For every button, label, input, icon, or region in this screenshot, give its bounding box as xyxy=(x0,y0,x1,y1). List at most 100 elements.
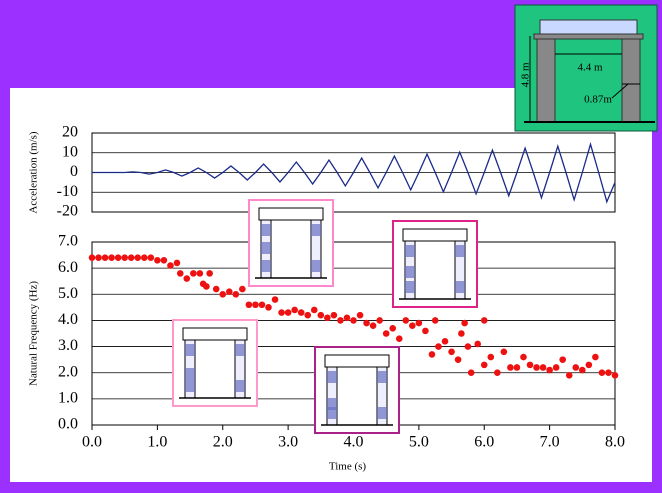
point xyxy=(572,364,579,371)
inset-stress xyxy=(311,224,321,236)
y-tick-label: 4.0 xyxy=(58,311,78,328)
y-axis-label: Acceleration (m/s) xyxy=(28,131,40,213)
point xyxy=(383,330,390,337)
point xyxy=(226,288,233,295)
point xyxy=(246,301,253,308)
point xyxy=(259,301,266,308)
point xyxy=(197,270,204,277)
y-axis-label: Natural Frequency (Hz) xyxy=(28,281,40,386)
point xyxy=(324,315,331,322)
point xyxy=(553,364,560,371)
point xyxy=(432,317,439,324)
point xyxy=(465,343,472,350)
point xyxy=(203,283,210,290)
point xyxy=(291,307,298,314)
point xyxy=(494,369,501,376)
point xyxy=(461,320,468,327)
inset-stress xyxy=(455,245,465,257)
y-tick-label: 1.0 xyxy=(58,390,78,407)
y-tick-label: 20 xyxy=(62,124,78,141)
point xyxy=(331,312,338,319)
point xyxy=(533,364,540,371)
inset-stress xyxy=(327,371,337,383)
point xyxy=(213,286,220,293)
point xyxy=(154,257,161,264)
point xyxy=(468,369,475,376)
point xyxy=(527,362,534,369)
point xyxy=(566,372,573,379)
point xyxy=(599,369,606,376)
point xyxy=(481,362,488,369)
point xyxy=(95,254,102,261)
y-tick-label: 2.0 xyxy=(58,363,78,380)
point xyxy=(265,304,272,311)
point xyxy=(396,335,403,342)
x-tick-label: 4.0 xyxy=(344,434,364,451)
point xyxy=(115,254,122,261)
inset-stress xyxy=(235,380,245,392)
point xyxy=(121,254,128,261)
frame-diagram: 4.8 m 4.4 m 0.87m xyxy=(515,5,657,131)
point xyxy=(389,325,396,332)
inset-beam xyxy=(259,208,323,220)
point xyxy=(559,356,566,363)
point xyxy=(190,270,197,277)
point xyxy=(455,356,462,363)
point xyxy=(442,338,449,345)
y-tick-label: 5.0 xyxy=(58,285,78,302)
beam xyxy=(540,20,637,34)
inset-stress xyxy=(185,344,195,356)
point xyxy=(298,309,305,316)
point xyxy=(285,309,292,316)
point xyxy=(435,343,442,350)
y-tick-label: 10 xyxy=(62,143,78,160)
point xyxy=(161,257,168,264)
y-tick-label: 6.0 xyxy=(58,259,78,276)
inset-stress xyxy=(327,398,337,410)
point xyxy=(579,367,586,374)
point xyxy=(605,369,612,376)
point xyxy=(304,312,311,319)
x-axis-label: Time (s) xyxy=(329,461,367,473)
point xyxy=(177,270,184,277)
x-tick-label: 3.0 xyxy=(278,434,298,451)
column xyxy=(537,39,555,122)
point xyxy=(540,364,547,371)
point xyxy=(174,260,181,267)
figure: 4.8 m 4.4 m 0.87m 20100-10-20Acceleratio… xyxy=(0,0,662,493)
point xyxy=(409,322,416,329)
point xyxy=(376,317,383,324)
inset-stress xyxy=(185,368,195,380)
point xyxy=(481,317,488,324)
point xyxy=(102,254,109,261)
y-tick-label: 3.0 xyxy=(58,337,78,354)
point xyxy=(546,367,553,374)
point xyxy=(128,254,135,261)
point xyxy=(89,254,96,261)
inset-stress xyxy=(405,266,415,278)
point xyxy=(272,296,279,303)
point xyxy=(487,354,494,361)
inset-beam xyxy=(403,229,467,241)
point xyxy=(370,322,377,329)
point xyxy=(219,291,226,298)
point xyxy=(252,301,259,308)
point xyxy=(206,270,213,277)
inset-stress xyxy=(377,407,387,419)
point xyxy=(239,286,246,293)
inset-stress xyxy=(261,260,271,272)
point xyxy=(233,291,240,298)
point xyxy=(141,254,148,261)
y-tick-label: 7.0 xyxy=(58,233,78,250)
inset-stress xyxy=(261,224,271,236)
point xyxy=(363,320,370,327)
inset-beam xyxy=(183,328,247,340)
point xyxy=(167,262,174,269)
point xyxy=(612,372,619,379)
x-tick-label: 5.0 xyxy=(409,434,429,451)
x-tick-label: 1.0 xyxy=(147,434,167,451)
point xyxy=(183,275,190,282)
column xyxy=(622,39,640,122)
point xyxy=(501,349,508,356)
point xyxy=(422,328,429,335)
